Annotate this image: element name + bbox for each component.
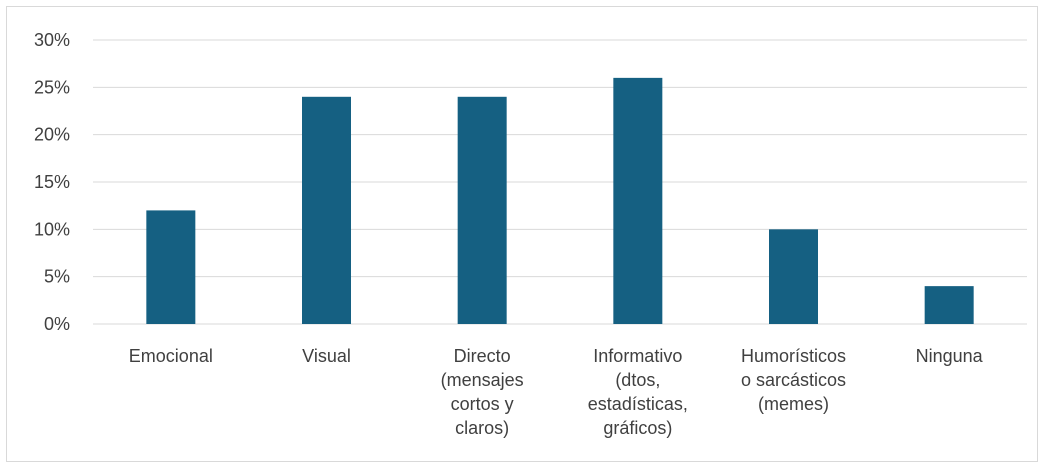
x-category-label: Directo (mensajes cortos y claros) [441, 346, 524, 438]
x-category-label-line: claros) [455, 418, 509, 438]
y-tick-label: 0% [44, 314, 70, 334]
x-axis-labels: Emocional Visual Directo (mensajes cortos y c… [129, 346, 984, 438]
y-tick-label: 10% [34, 219, 70, 239]
x-category-label-line: (memes) [758, 394, 829, 414]
x-category-label-line: o sarcásticos [741, 370, 846, 390]
y-tick-label: 20% [34, 125, 70, 145]
x-category-label: Informativo (dtos, estadísticas, gráficos) [588, 346, 688, 438]
bar [302, 96, 351, 324]
x-category-label-line: Ninguna [916, 346, 984, 366]
x-category-label-line: Directo [454, 346, 511, 366]
y-tick-label: 25% [34, 77, 70, 97]
gridlines [93, 39, 1027, 325]
bar [769, 229, 818, 324]
x-category-label: Ninguna [916, 346, 984, 366]
y-tick-label: 5% [44, 267, 70, 287]
bar [457, 96, 507, 324]
x-category-label: Visual [302, 346, 351, 366]
x-category-label-line: (mensajes [441, 370, 524, 390]
x-category-label-line: Emocional [129, 346, 213, 366]
x-category-label-line: Humorísticos [741, 346, 846, 366]
x-category-label: Emocional [129, 346, 213, 366]
x-category-label-line: estadísticas, [588, 394, 688, 414]
bar [924, 286, 974, 324]
x-category-label-line: Informativo [593, 346, 682, 366]
x-category-label-line: (dtos, [615, 370, 660, 390]
x-category-label-line: gráficos) [603, 418, 672, 438]
bar [146, 210, 196, 324]
x-category-label-line: cortos y [451, 394, 514, 414]
y-tick-label: 15% [34, 172, 70, 192]
x-category-label-line: Visual [302, 346, 351, 366]
bars [146, 77, 974, 324]
x-category-label: Humorísticos o sarcásticos (memes) [741, 346, 846, 414]
y-axis-ticks: 0% 5% 10% 15% 20% 25% 30% [34, 30, 70, 334]
y-tick-label: 30% [34, 30, 70, 50]
bar [613, 77, 663, 324]
